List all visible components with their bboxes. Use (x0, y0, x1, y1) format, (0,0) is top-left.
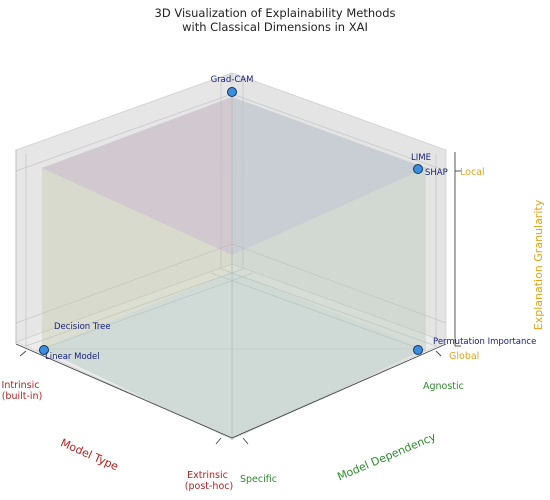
x-tick-line: Intrinsic (2, 380, 40, 391)
back-panes (14, 72, 448, 439)
tick-marks (19, 170, 461, 445)
data-point-marker (39, 345, 49, 355)
tick-labels: Intrinsic (built-in) Extrinsic (post-hoc… (2, 167, 485, 492)
x-tick-line: (built-in) (2, 391, 43, 402)
data-points (39, 87, 423, 355)
data-point-marker (413, 164, 423, 174)
data-labels: Decision Tree Linear Model Permutation Imp… (45, 75, 536, 362)
y-tick-label-agnostic: Agnostic (423, 381, 464, 392)
chart-title-line-1: 3D Visualization of Explainability Metho… (154, 6, 396, 20)
data-point-label: Linear Model (45, 352, 100, 362)
data-point-label: LIME (411, 153, 431, 163)
x-tick-label-extrinsic: Extrinsic (post-hoc) (185, 470, 233, 492)
chart-title-line-2: with Classical Dimensions in XAI (182, 20, 368, 34)
data-point-marker (413, 345, 423, 355)
z-tick-label-local: Local (460, 167, 485, 178)
z-tick-label-global: Global (449, 351, 479, 362)
data-point-marker (227, 87, 237, 97)
y-axis-label: Model Dependency (335, 430, 438, 483)
x-tick-label-intrinsic: Intrinsic (built-in) (2, 380, 43, 402)
data-point-label: Grad-CAM (211, 75, 254, 85)
x-tick-line: (post-hoc) (185, 481, 233, 492)
data-point-label: SHAP (425, 168, 448, 178)
dimension-planes (42, 97, 426, 440)
axis-lines (15, 150, 456, 439)
x-tick-line: Extrinsic (187, 470, 228, 481)
data-point-label: Decision Tree (54, 322, 111, 332)
data-point-label: Permutation Importance (433, 337, 536, 347)
x-axis-label: Model Type (59, 436, 121, 473)
z-axis-label: Explanation Granularity (532, 199, 545, 330)
y-tick-label-specific: Specific (240, 474, 277, 485)
